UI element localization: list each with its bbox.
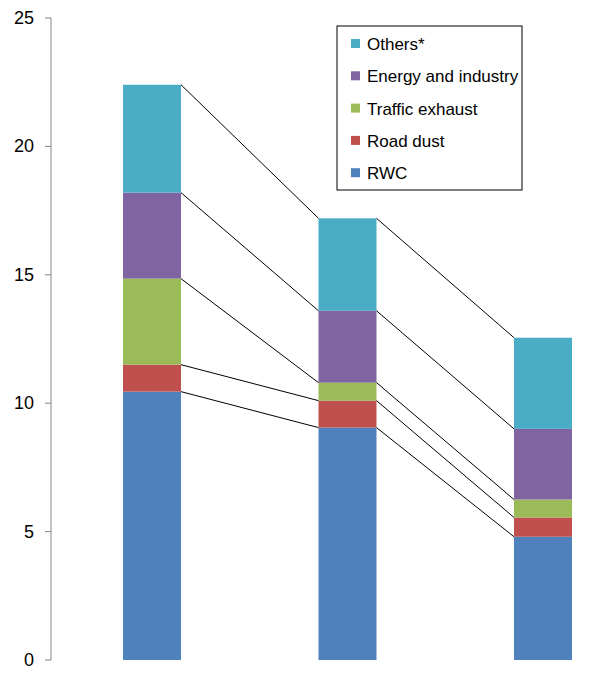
legend-label: RWC — [367, 164, 407, 183]
connector-line — [377, 401, 515, 518]
bar-segment — [514, 537, 572, 660]
bar-segment — [123, 279, 181, 365]
bar-segment — [123, 85, 181, 193]
legend-swatch — [351, 136, 360, 145]
bar-segment — [319, 218, 377, 310]
connector-line — [181, 392, 319, 428]
legend-label: Road dust — [367, 132, 445, 151]
bar-segment — [123, 365, 181, 392]
y-tick-label: 5 — [24, 522, 34, 542]
chart: 0 5 10 15 20 25 Others* Energy and industry Traf… — [0, 0, 606, 682]
connector-line — [181, 193, 319, 311]
legend-swatch — [351, 104, 360, 113]
connector-line — [377, 311, 515, 429]
bar-segment — [319, 311, 377, 383]
y-tick — [45, 531, 51, 532]
y-axis-line — [51, 18, 52, 660]
bar-segment — [514, 429, 572, 500]
y-tick — [45, 18, 51, 19]
y-tick-label: 0 — [24, 650, 34, 670]
y-tick — [45, 274, 51, 275]
connector-line — [181, 279, 319, 383]
bar-segment — [514, 500, 572, 518]
y-tick — [45, 146, 51, 147]
legend-label: Traffic exhaust — [367, 100, 478, 119]
y-tick-label: 10 — [14, 393, 34, 413]
connector-line — [377, 218, 515, 337]
legend: Others* Energy and industry Traffic exhaus… — [337, 26, 522, 190]
y-tick — [45, 403, 51, 404]
y-tick-label: 15 — [14, 265, 34, 285]
legend-label: Energy and industry — [367, 67, 519, 86]
y-tick-label: 20 — [14, 136, 34, 156]
y-axis: 0 5 10 15 20 25 — [14, 8, 51, 670]
bar-segment — [123, 392, 181, 660]
bar-segment — [514, 517, 572, 536]
bar-segment — [514, 338, 572, 429]
connector-line — [181, 365, 319, 401]
legend-swatch — [351, 39, 360, 48]
bar-segment — [319, 383, 377, 401]
bar-segment — [319, 401, 377, 428]
legend-swatch — [351, 168, 360, 177]
legend-box — [337, 26, 522, 190]
legend-label: Others* — [367, 35, 425, 54]
legend-swatch — [351, 71, 360, 80]
y-tick — [45, 660, 51, 661]
connector-line — [377, 383, 515, 500]
bar-segment — [319, 428, 377, 660]
y-tick-label: 25 — [14, 8, 34, 28]
bar-segment — [123, 193, 181, 279]
connector-line — [181, 85, 319, 219]
